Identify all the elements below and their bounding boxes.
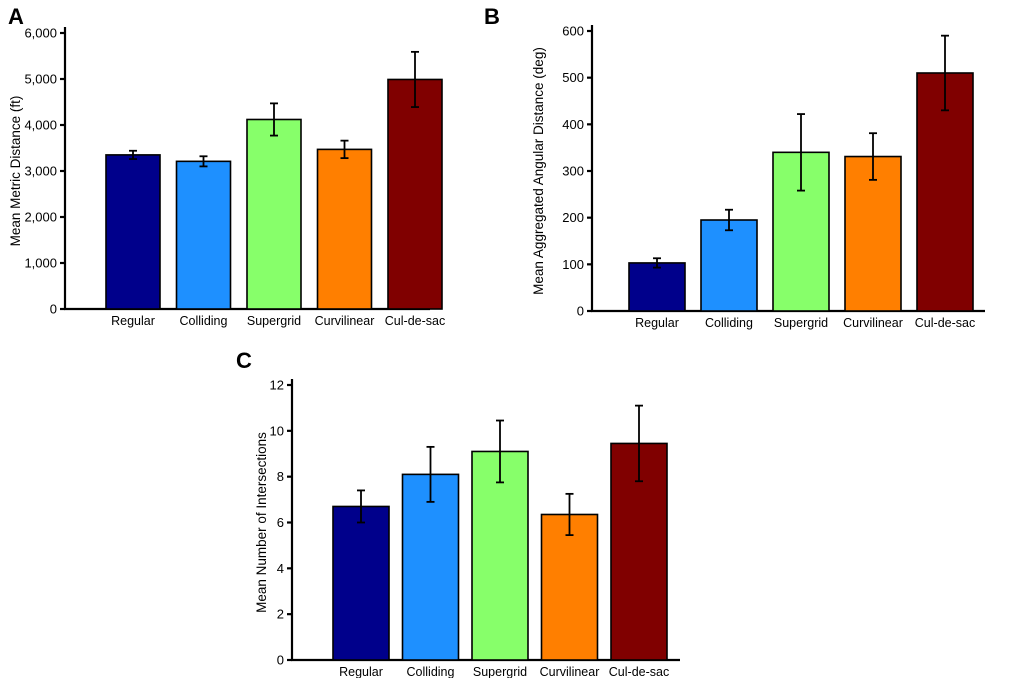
chart-panel-c: C 0 2 4 6 8 10 12 Mean Number of Intersections Re…	[236, 348, 680, 678]
chart-panel-b: B 0 100 200 300 400 500 600 Mean Aggregated Angu…	[484, 4, 985, 330]
chart-panel-a: A 0 1,000 2,000 3,000 4,000 5,000 6,000 Mean Met…	[8, 4, 445, 328]
x-tick-label: Cul-de-sac	[609, 665, 669, 678]
bar-colliding	[175, 160, 232, 310]
bar-supergrid	[246, 118, 302, 310]
y-tick-label: 2,000	[24, 210, 57, 225]
bar-regular	[628, 262, 686, 312]
y-tick-label: 2	[277, 607, 284, 622]
panel-letter: C	[236, 348, 252, 373]
bar-regular	[105, 154, 161, 310]
x-tick-label: Curvilinear	[315, 314, 375, 328]
y-axis-title: Mean Metric Distance (ft)	[8, 96, 23, 247]
x-tick-label: Supergrid	[247, 314, 301, 328]
y-tick-label: 5,000	[24, 72, 57, 87]
x-tick-label: Colliding	[180, 314, 228, 328]
y-tick-label: 4	[277, 561, 284, 576]
bar-curvilinear	[844, 155, 902, 312]
y-tick-label: 100	[562, 257, 584, 272]
x-tick-label: Curvilinear	[843, 316, 903, 330]
y-tick-label: 6	[277, 515, 284, 530]
y-tick-label: 10	[270, 423, 284, 438]
y-tick-label: 200	[562, 210, 584, 225]
x-tick-label: Cul-de-sac	[915, 316, 975, 330]
y-tick-label: 600	[562, 24, 584, 39]
x-tick-label: Regular	[635, 316, 679, 330]
panel-letter: A	[8, 4, 24, 29]
x-tick-label: Colliding	[407, 665, 455, 678]
bar-curvilinear	[316, 148, 373, 310]
bar-cul-de-sac	[916, 72, 974, 312]
x-tick-label: Colliding	[705, 316, 753, 330]
y-tick-label: 400	[562, 117, 584, 132]
x-tick-label: Regular	[339, 665, 383, 678]
y-tick-label: 0	[577, 304, 584, 319]
x-tick-label: Supergrid	[473, 665, 527, 678]
y-axis-title: Mean Aggregated Angular Distance (deg)	[531, 47, 546, 295]
y-tick-label: 300	[562, 164, 584, 179]
x-tick-label: Supergrid	[774, 316, 828, 330]
y-tick-label: 3,000	[24, 164, 57, 179]
x-tick-label: Curvilinear	[540, 665, 600, 678]
y-axis-title: Mean Number of Intersections	[254, 432, 269, 613]
y-tick-label: 6,000	[24, 26, 57, 41]
bar-cul-de-sac	[387, 78, 443, 310]
bar-regular	[332, 505, 390, 661]
y-tick-label: 1,000	[24, 256, 57, 271]
y-tick-label: 0	[50, 302, 57, 317]
y-tick-label: 12	[270, 378, 284, 393]
bar-curvilinear	[540, 513, 599, 661]
x-tick-label: Regular	[111, 314, 155, 328]
y-tick-label: 0	[277, 653, 284, 668]
y-tick-label: 4,000	[24, 118, 57, 133]
x-tick-label: Cul-de-sac	[385, 314, 445, 328]
y-tick-label: 500	[562, 70, 584, 85]
panel-letter: B	[484, 4, 500, 29]
y-tick-label: 8	[277, 469, 284, 484]
bar-colliding	[700, 219, 758, 312]
